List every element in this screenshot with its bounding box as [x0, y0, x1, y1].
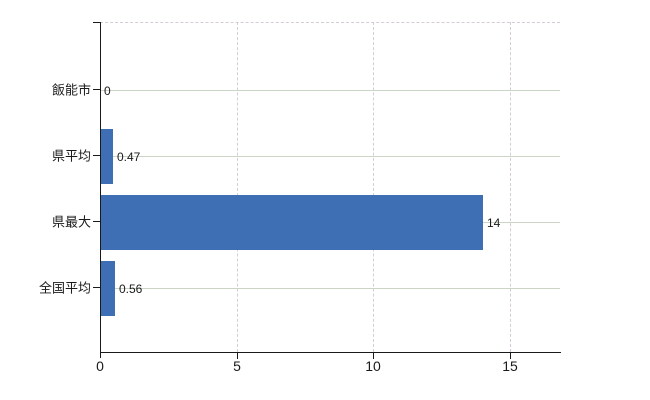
bar	[100, 194, 483, 250]
y-axis-tick	[93, 155, 100, 156]
bar	[100, 128, 113, 184]
vertical-gridline	[373, 22, 374, 352]
vertical-gridline	[237, 22, 238, 352]
horizontal-gridline	[100, 90, 560, 91]
bar-value-label: 0	[104, 84, 111, 98]
x-axis-tick	[237, 352, 238, 359]
bar-value-label: 0.56	[119, 282, 143, 296]
y-axis-line	[100, 22, 101, 358]
y-axis-tick	[93, 221, 100, 222]
category-label: 県平均	[51, 148, 91, 164]
bar	[100, 260, 115, 316]
category-label: 県最大	[51, 214, 91, 230]
vertical-gridline	[510, 22, 511, 352]
x-axis-tick	[510, 352, 511, 359]
bar-value-label: 0.47	[117, 150, 141, 164]
category-label: 飯能市	[51, 82, 91, 98]
y-axis-top-tick	[93, 22, 100, 23]
y-axis-tick	[93, 89, 100, 90]
x-axis-line	[100, 352, 561, 353]
horizontal-gridline	[100, 288, 560, 289]
bar-value-label: 14	[487, 216, 501, 230]
x-axis-tick-label: 5	[233, 358, 241, 374]
x-axis-tick-label: 15	[502, 358, 518, 374]
y-axis-tick	[93, 287, 100, 288]
plot-area: 0 0.47 14 0.56	[100, 22, 560, 352]
x-axis-tick-label: 10	[365, 358, 381, 374]
horizontal-gridline	[100, 156, 560, 157]
category-label: 全国平均	[38, 280, 91, 296]
x-axis-tick-label: 0	[96, 358, 104, 374]
x-axis-tick	[373, 352, 374, 359]
